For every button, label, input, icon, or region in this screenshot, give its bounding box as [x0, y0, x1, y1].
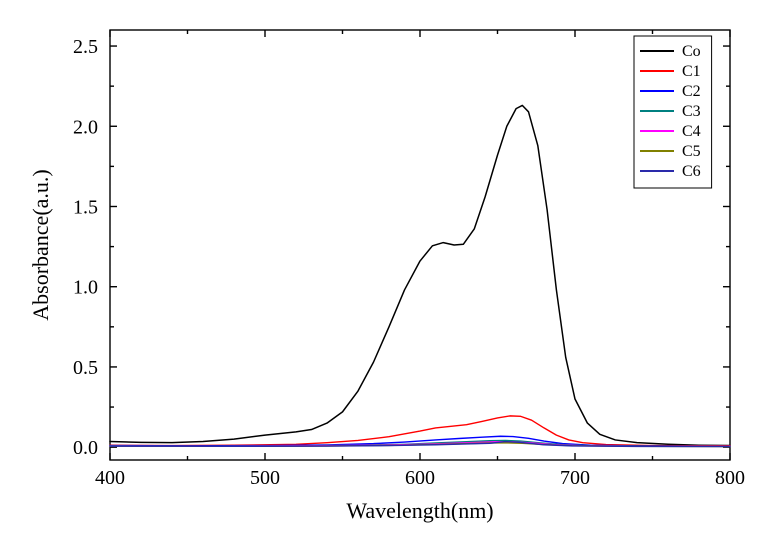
legend-label-C2: C2: [682, 83, 701, 100]
y-tick-label: 0.5: [73, 357, 98, 379]
legend-label-C6: C6: [682, 163, 701, 180]
x-tick-label: 800: [715, 467, 745, 489]
y-tick-label: 1.0: [73, 277, 98, 299]
x-tick-label: 600: [405, 467, 435, 489]
y-tick-label: 0.0: [73, 437, 98, 459]
y-tick-label: 1.5: [73, 196, 98, 218]
legend-label-C4: C4: [682, 123, 701, 140]
legend-label-C3: C3: [682, 103, 701, 120]
chart-container: 400 500 600 700 800 0.0 0.5 1.0 1.5 2.0 2.5 Wavelen…: [0, 0, 774, 553]
x-tick-label: 400: [95, 467, 125, 489]
y-tick-label: 2.0: [73, 116, 98, 138]
x-tick-label: 700: [560, 467, 590, 489]
legend-label-C1: C1: [682, 63, 701, 80]
y-axis-label: Absorbance(a.u.): [28, 169, 53, 321]
legend-label-C5: C5: [682, 143, 701, 160]
legend-label-Co: Co: [682, 43, 701, 60]
x-axis-label: Wavelength(nm): [346, 498, 493, 523]
absorbance-spectrum-chart: 400 500 600 700 800 0.0 0.5 1.0 1.5 2.0 2.5 Wavelen…: [0, 0, 774, 553]
x-tick-label: 500: [250, 467, 280, 489]
y-tick-label: 2.5: [73, 36, 98, 58]
